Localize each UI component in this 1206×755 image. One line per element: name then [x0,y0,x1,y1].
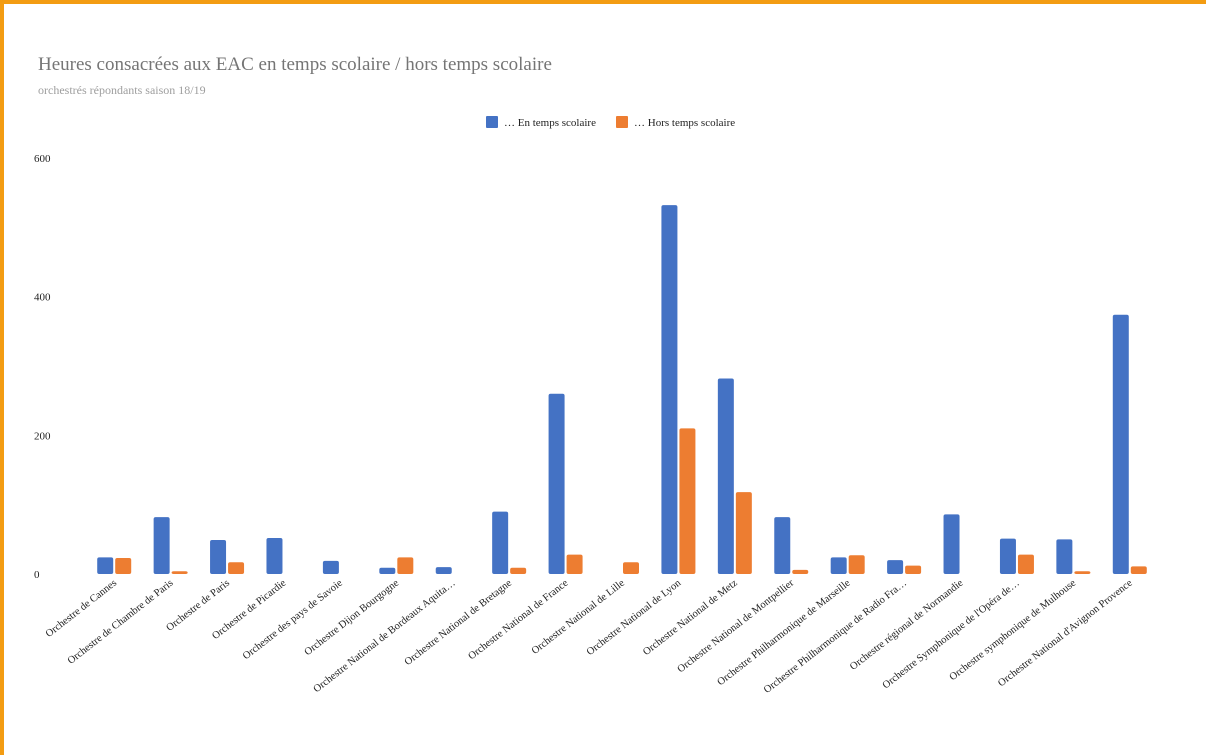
x-category-label: Orchestre National de Lyon [585,577,684,658]
legend-swatch-1 [486,116,498,128]
y-tick-label: 400 [34,292,51,304]
bar-hors-temps-scolaire[interactable] [679,428,696,574]
x-category-label: Orchestre des pays de Savoie [241,577,345,662]
x-category-label: Orchestre régional de Normandie [848,577,966,672]
bar-hors-temps-scolaire[interactable] [171,571,188,574]
bar-hors-temps-scolaire[interactable] [623,562,639,574]
chart-subtitle: orchestrés répondants saison 18/19 [38,83,206,97]
legend-label-2: … Hors temps scolaire [634,117,735,129]
bars [97,205,1147,574]
bar-en-temps-scolaire[interactable] [999,538,1016,574]
bar-en-temps-scolaire[interactable] [492,511,509,574]
x-category-label: Orchestre Dijon Bourgogne [303,577,402,658]
bar-hors-temps-scolaire[interactable] [735,492,752,574]
x-category-label: Orchestre National de France [466,577,570,662]
y-tick-label: 0 [34,569,40,581]
bar-hors-temps-scolaire[interactable] [1130,566,1147,574]
y-axis: 0 200 400 600 [34,153,51,581]
bar-hors-temps-scolaire[interactable] [905,565,922,574]
bar-hors-temps-scolaire[interactable] [510,567,527,574]
x-category-label: Orchestre de Chambre de Paris [66,578,176,667]
bar-en-temps-scolaire[interactable] [435,567,452,574]
bar-hors-temps-scolaire[interactable] [228,562,245,574]
bar-hors-temps-scolaire[interactable] [115,558,132,574]
legend-item-1[interactable]: … En temps scolaire [486,116,596,129]
legend-swatch-2 [616,116,628,128]
bar-en-temps-scolaire[interactable] [97,557,114,574]
legend: … En temps scolaire … Hors temps scolair… [486,116,735,129]
y-tick-label: 200 [34,430,51,442]
bar-hors-temps-scolaire[interactable] [1074,571,1091,574]
y-tick-label: 600 [34,153,51,165]
bar-en-temps-scolaire[interactable] [153,517,170,574]
bar-hors-temps-scolaire[interactable] [397,557,414,574]
bar-en-temps-scolaire[interactable] [943,514,960,574]
legend-label-1: … En temps scolaire [504,117,596,129]
chart-title: Heures consacrées aux EAC en temps scola… [38,54,552,75]
legend-item-2[interactable]: … Hors temps scolaire [616,116,735,129]
x-category-label: Orchestre National de Montpellier [676,577,797,675]
x-category-label: Orchestre National de Metz [641,577,740,657]
bar-en-temps-scolaire[interactable] [887,560,904,574]
bar-en-temps-scolaire[interactable] [830,557,847,574]
x-category-label: Orchestre National de Lille [530,577,627,656]
bar-en-temps-scolaire[interactable] [1112,314,1129,574]
bar-en-temps-scolaire[interactable] [379,567,396,574]
x-category-label: Orchestre National de Bretagne [403,577,515,668]
bar-hors-temps-scolaire[interactable] [1017,554,1034,574]
bar-en-temps-scolaire[interactable] [548,393,565,574]
bar-hors-temps-scolaire[interactable] [566,554,583,574]
bar-hors-temps-scolaire[interactable] [848,555,865,574]
bar-hors-temps-scolaire[interactable] [792,569,809,574]
bar-en-temps-scolaire[interactable] [322,560,339,574]
bar-en-temps-scolaire[interactable] [1056,539,1073,574]
bar-en-temps-scolaire[interactable] [661,205,678,574]
bar-en-temps-scolaire[interactable] [210,540,227,574]
bar-en-temps-scolaire[interactable] [774,517,791,574]
bar-en-temps-scolaire[interactable] [266,537,283,574]
bar-en-temps-scolaire[interactable] [717,378,734,574]
